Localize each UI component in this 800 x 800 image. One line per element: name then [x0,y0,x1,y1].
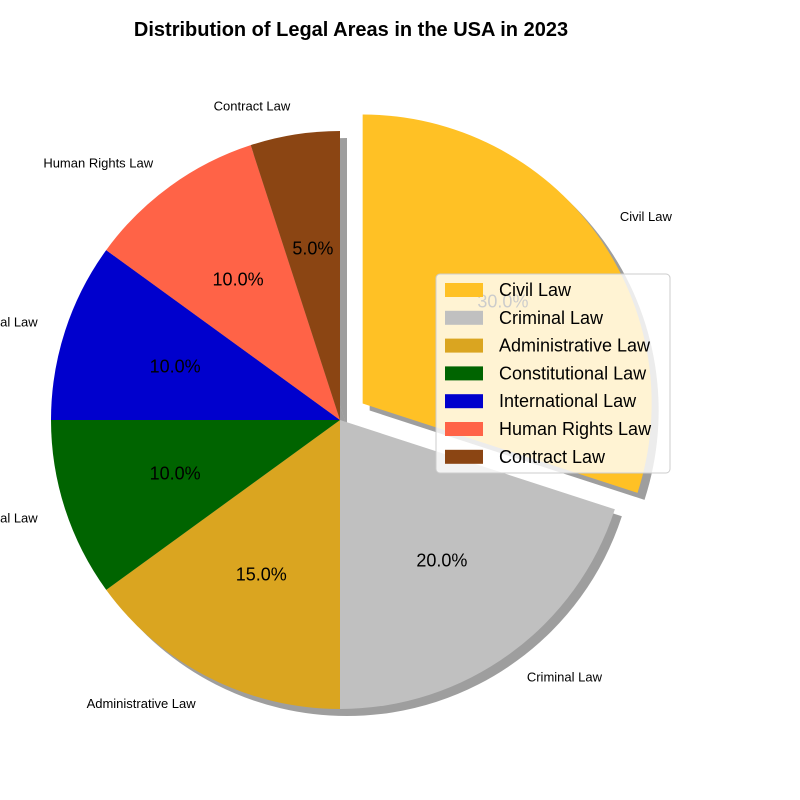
percent-label-criminal-law: 20.0% [416,550,467,570]
legend-swatch-international-law [445,394,483,409]
slice-label-civil-law: Civil Law [620,209,673,224]
percent-label-administrative-law: 15.0% [236,565,287,585]
legend-label-criminal-law: Criminal Law [499,308,604,328]
slice-criminal-law [340,420,615,709]
slice-label-administrative-law: Administrative Law [87,696,197,711]
slice-contract-law [250,131,340,420]
legend-swatch-administrative-law [445,338,483,353]
legend-swatch-human-rights-law [445,422,483,436]
legend-label-contract-law: Contract Law [499,447,606,467]
percent-label-human-rights-law: 10.0% [213,270,264,290]
legend-label-administrative-law: Administrative Law [499,336,651,356]
slice-label-criminal-law: Criminal Law [527,670,603,685]
legend-swatch-criminal-law [445,310,483,325]
slice-label-constitutional-law: Constitutional Law [0,511,38,526]
slice-label-international-law: International Law [0,314,38,329]
chart-title: Distribution of Legal Areas in the USA i… [134,19,568,41]
percent-label-constitutional-law: 10.0% [150,464,201,484]
legend-label-civil-law: Civil Law [499,280,572,300]
percent-label-international-law: 10.0% [150,356,201,376]
slice-international-law [51,250,340,420]
legend-label-international-law: International Law [499,391,637,411]
legend-frame [435,273,671,474]
slice-administrative-law [106,420,340,709]
slice-labels: Civil Law Criminal Law Administrative Law C… [0,99,672,711]
legend: Civil Law Criminal Law Administrative Law C… [435,273,671,474]
percent-label-contract-law: 5.0% [292,239,333,259]
legend-label-constitutional-law: Constitutional Law [499,363,647,383]
legend-swatch-contract-law [445,449,483,464]
slice-constitutional-law [51,420,340,590]
legend-swatch-civil-law [445,283,483,297]
legend-label-human-rights-law: Human Rights Law [499,419,652,439]
slice-label-contract-law: Contract Law [214,99,291,114]
slice-label-human-rights-law: Human Rights Law [43,155,153,170]
legend-swatch-constitutional-law [445,366,483,381]
slice-human-rights-law [106,145,340,421]
